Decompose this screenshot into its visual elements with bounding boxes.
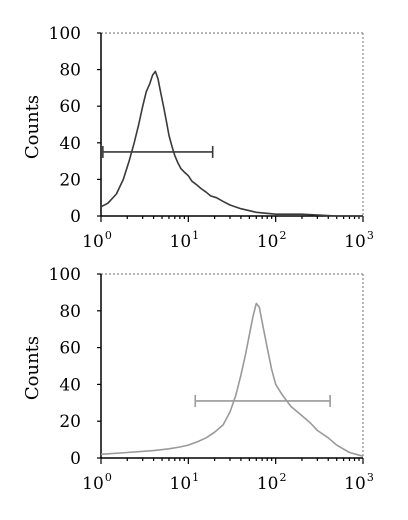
x-tick-label: 103 bbox=[344, 471, 374, 494]
plot-frame bbox=[101, 32, 364, 216]
y-tick-label: 20 bbox=[59, 412, 81, 432]
x-tick-label: 102 bbox=[257, 229, 287, 252]
x-tick-label: 102 bbox=[257, 471, 287, 494]
y-tick-label: 40 bbox=[59, 134, 81, 154]
x-axis: 100 101 102 103 bbox=[82, 215, 374, 252]
y-tick-label: 60 bbox=[59, 339, 81, 359]
x-tick-label: 101 bbox=[170, 471, 200, 494]
y-axis-label: Counts bbox=[22, 336, 43, 400]
y-tick-label: 40 bbox=[59, 375, 81, 395]
x-axis: 100 101 102 103 bbox=[82, 457, 374, 494]
y-tick-label: 20 bbox=[59, 170, 81, 190]
plot-frame bbox=[101, 273, 364, 458]
histogram-line bbox=[100, 302, 364, 457]
y-tick-label: 80 bbox=[59, 302, 81, 322]
y-axis-label: Counts bbox=[22, 95, 43, 159]
x-tick-label: 101 bbox=[170, 229, 200, 252]
y-tick-label: 60 bbox=[59, 97, 81, 117]
y-tick-label: 100 bbox=[49, 24, 81, 44]
x-tick-label: 100 bbox=[82, 229, 112, 252]
y-tick-label: 100 bbox=[49, 265, 81, 285]
gate-marker bbox=[102, 145, 214, 158]
y-axis: 0 20 40 60 80 100 bbox=[49, 24, 102, 227]
y-tick-label: 0 bbox=[70, 207, 81, 227]
histogram-series bbox=[100, 302, 364, 457]
histogram-panel-top: 0 20 40 60 80 100 100 101 102 103 Counts bbox=[22, 24, 374, 252]
histogram-line bbox=[100, 70, 363, 217]
gate-marker bbox=[194, 394, 331, 407]
y-axis: 0 20 40 60 80 100 bbox=[49, 265, 102, 469]
x-tick-label: 103 bbox=[344, 229, 374, 252]
y-tick-label: 80 bbox=[59, 61, 81, 81]
y-tick-label: 0 bbox=[70, 449, 81, 469]
histogram-panel-bottom: 0 20 40 60 80 100 100 101 102 103 Counts bbox=[22, 265, 374, 494]
x-tick-label: 100 bbox=[82, 471, 112, 494]
histogram-series bbox=[100, 70, 363, 217]
